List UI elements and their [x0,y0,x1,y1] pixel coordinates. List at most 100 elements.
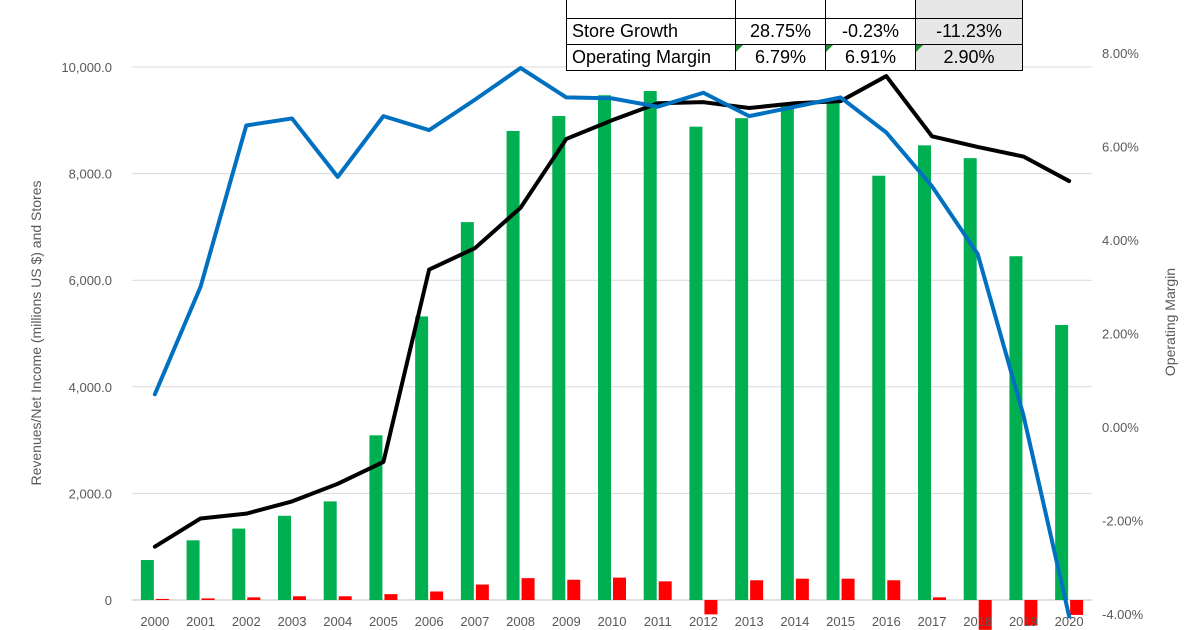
y2-tick-label: 8.00% [1102,46,1139,61]
red-bar [247,597,261,600]
green-bar [232,528,246,600]
table-cell: -11.23% [915,18,1023,45]
green-bar [780,104,794,600]
table-cell: 6.91% [825,44,916,71]
red-bar-series [155,577,1084,630]
table-cell: 6.79% [735,44,826,71]
table-cell [735,0,826,19]
x-tick-label: 2012 [689,614,718,629]
y-axis-title: Revenues/Net Income (millions US $) and … [28,180,44,485]
line-series [152,65,1072,619]
red-bar [475,584,489,600]
red-bar [1070,600,1084,615]
x-tick-label: 2011 [644,614,672,629]
y-tick-label: 0 [105,593,112,608]
x-tick-label: 2020 [1055,614,1084,629]
green-bar [369,435,383,600]
red-bar [841,578,855,600]
green-bar [278,515,291,600]
table-cell: 28.75% [735,18,826,45]
black-line [152,74,1072,549]
green-bar [872,175,886,600]
x-tick-label: 2007 [460,614,489,629]
red-bar [201,598,215,600]
y2-tick-label: 0.00% [1102,420,1139,435]
green-bar [826,98,840,600]
table-row [566,0,1023,19]
x-tick-label: 2019 [1009,614,1038,629]
green-bar [1009,256,1023,600]
error-flag-icon [916,45,923,52]
table-cell: -0.23% [825,18,916,45]
table-cell [825,0,916,19]
green-bar-series [140,90,1069,601]
green-bar [140,560,154,600]
x-tick-label: 2015 [826,614,855,629]
red-bar [293,596,306,600]
y-tick-label: 6,000.0 [69,273,112,288]
green-bar [735,118,749,600]
green-bar [552,116,566,600]
red-bar [1024,600,1038,626]
red-bar [338,596,352,600]
green-bar [506,130,520,600]
x-tick-label: 2013 [735,614,764,629]
x-axis-ticks: 2000 2001 2002 2003 2004 2005 2006 2007 2008 2009… [140,614,1083,629]
red-bar [430,591,444,600]
green-bar [689,126,703,601]
x-tick-label: 2008 [506,614,535,629]
x-tick-label: 2001 [186,614,215,629]
y-tick-label: 2,000.0 [69,486,112,501]
red-bar [658,581,672,600]
red-bar [704,600,718,615]
green-bar [460,222,474,600]
y2-tick-label: -2.00% [1102,514,1144,529]
y-tick-label: 10,000.0 [61,60,112,75]
y2-tick-label: 4.00% [1102,233,1139,248]
x-tick-label: 2016 [872,614,901,629]
x-tick-label: 2018 [963,614,992,629]
green-bar [1055,324,1069,600]
x-tick-label: 2000 [140,614,169,629]
y2-axis-title: Operating Margin [1162,268,1178,376]
y2-tick-label: -4.00% [1102,607,1144,622]
red-bar [978,600,992,630]
x-tick-label: 2005 [369,614,398,629]
table-row: Operating Margin 6.79% 6.91% 2.90% [566,44,1023,71]
table-row-label: Operating Margin [566,44,736,71]
red-bar [750,580,764,600]
red-bar [155,598,169,600]
y2-tick-label: 6.00% [1102,140,1139,155]
green-bar [918,145,931,600]
table-row-label [566,0,736,19]
green-bar [415,316,429,600]
green-bar [598,95,611,601]
operating-margin-line [152,65,1072,619]
x-tick-label: 2003 [278,614,307,629]
red-bar [887,580,901,600]
red-bar [933,597,946,600]
left-axis-ticks: 0 2,000.0 4,000.0 6,000.0 8,000.0 10,000.0 [61,60,112,608]
gridlines [132,66,1092,601]
red-bar [567,579,581,600]
x-tick-label: 2006 [415,614,444,629]
y2-tick-label: 2.00% [1102,327,1139,342]
table-cell [915,0,1023,19]
y-tick-label: 8,000.0 [69,167,112,182]
x-tick-label: 2009 [552,614,581,629]
table-row-label: Store Growth [566,18,736,45]
x-tick-label: 2004 [323,614,352,629]
x-tick-label: 2010 [598,614,627,629]
right-axis-ticks: -4.00% -2.00% 0.00% 2.00% 4.00% 6.00% 8.00% [1102,46,1144,622]
red-bar [384,594,398,600]
error-flag-icon [736,45,743,52]
green-bar [323,501,337,600]
green-bar [963,158,977,600]
red-bar [613,577,626,600]
y-tick-label: 4,000.0 [69,380,112,395]
x-tick-label: 2002 [232,614,261,629]
green-bar [186,540,200,600]
green-bar [643,90,657,601]
table-cell: 2.90% [915,44,1023,71]
